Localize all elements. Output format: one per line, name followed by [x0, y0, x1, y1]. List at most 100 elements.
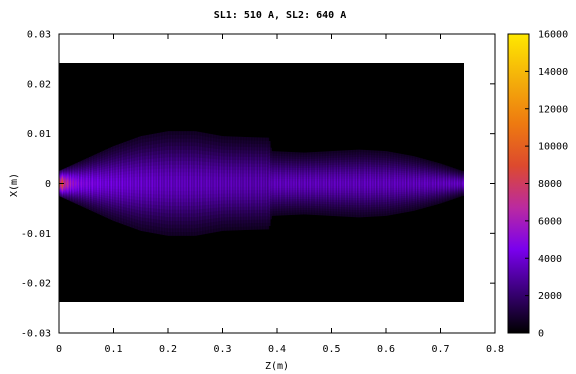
colorbar-axis: 0 2000 4000 6000 8000 10000 12000 14000 16000 [525, 30, 568, 340]
beam-slice [99, 181, 102, 186]
beam-slice [287, 181, 290, 186]
beam-slice [399, 181, 402, 186]
beam-slice [452, 182, 455, 185]
beam-slice [361, 181, 364, 186]
beam-slice [237, 180, 240, 187]
beam-slice [376, 181, 379, 186]
beam-slice [319, 181, 321, 186]
beam-slice [414, 181, 417, 186]
beam-slice [458, 182, 460, 185]
beam-slice [109, 180, 112, 187]
beam-slice [347, 181, 350, 186]
beam-slice [207, 179, 210, 188]
beam-slice [238, 180, 241, 187]
beam-slice [424, 181, 426, 186]
beam-slice [278, 181, 281, 186]
y-tick-label: 0.01 [27, 129, 51, 140]
x-tick-label: 0 [56, 344, 62, 355]
beam-slice [286, 181, 289, 186]
beam-slice [407, 181, 410, 186]
beam-slice [245, 180, 248, 187]
x-axis: 0 0.1 0.2 0.3 0.4 0.5 0.6 0.7 0.8 [56, 34, 504, 355]
beam-slice [267, 180, 270, 187]
beam-slice [75, 182, 78, 185]
beam-slice [168, 179, 170, 188]
beam-slice [372, 181, 375, 186]
beam-slice [277, 181, 279, 186]
colorbar-tick-label: 2000 [538, 291, 562, 302]
beam-slice [390, 181, 392, 186]
beam-slice [191, 179, 193, 188]
beam-slice [415, 181, 418, 186]
beam-slice [221, 180, 223, 187]
beam-slice [206, 179, 208, 188]
beam-slice [388, 181, 391, 186]
beam-slice [72, 182, 75, 185]
beam-slice [187, 179, 189, 188]
beam-slice [429, 181, 432, 186]
beam-slice [234, 180, 237, 187]
beam-slice [448, 182, 451, 185]
beam-slice [297, 181, 300, 186]
beam-slice [159, 179, 162, 188]
beam-slice [88, 181, 91, 186]
x-axis-label: Z(m) [265, 361, 289, 372]
beam-slice [210, 179, 212, 188]
y-tick-label: 0.02 [27, 79, 51, 90]
beam-slice [140, 180, 143, 187]
beam-slice [203, 179, 206, 188]
beam-slice [248, 180, 251, 187]
beam-slice [300, 181, 302, 186]
beam-slice [451, 182, 454, 185]
beam-slice [195, 179, 197, 188]
y-tick-label: 0 [45, 179, 51, 190]
beam-slice [218, 180, 221, 187]
colorbar-tick-label: 4000 [538, 254, 562, 265]
beam-slice [275, 181, 278, 186]
beam-intensity [59, 131, 464, 236]
beam-slice [97, 181, 99, 186]
beam-slice [158, 179, 161, 188]
beam-slice [349, 181, 351, 186]
beam-slice [118, 180, 121, 187]
beam-slice [236, 180, 238, 187]
beam-slice [289, 181, 291, 186]
beam-slice [368, 181, 370, 186]
beam-slice [150, 179, 152, 188]
beam-slice [256, 180, 259, 187]
beam-slice [270, 180, 272, 187]
beam-slice [233, 180, 236, 187]
chart-title: SL1: 510 A, SL2: 640 A [214, 10, 346, 21]
beam-slice [460, 182, 463, 185]
beam-slice [358, 181, 361, 186]
beam-slice [117, 180, 120, 187]
beam-slice [68, 182, 71, 185]
beam-slice [301, 181, 304, 186]
beam-slice [271, 181, 274, 186]
beam-slice [366, 181, 369, 186]
beam-slice [425, 181, 428, 186]
beam-slice [262, 180, 264, 187]
beam-slice [113, 180, 116, 187]
beam-slice [343, 181, 346, 186]
beam-slice [116, 180, 118, 187]
beam-slice [249, 180, 252, 187]
beam-slice [188, 179, 191, 188]
beam-slice [124, 180, 127, 187]
beam-slice [125, 180, 128, 187]
beam-slice [386, 181, 388, 186]
beam-slice [435, 181, 437, 186]
beam-slice [204, 179, 207, 188]
beam-slice [226, 180, 229, 187]
beam-slice [334, 181, 336, 186]
beam-slice [180, 179, 182, 188]
beam-slice [346, 181, 349, 186]
beam-slice [172, 179, 174, 188]
beam-slice [351, 181, 354, 186]
beam-slice [101, 181, 103, 186]
beam-slice [454, 182, 456, 185]
beam-slice [441, 182, 444, 185]
beam-slice [341, 181, 343, 186]
beam-slice [420, 181, 422, 186]
beam-slice [83, 181, 86, 186]
